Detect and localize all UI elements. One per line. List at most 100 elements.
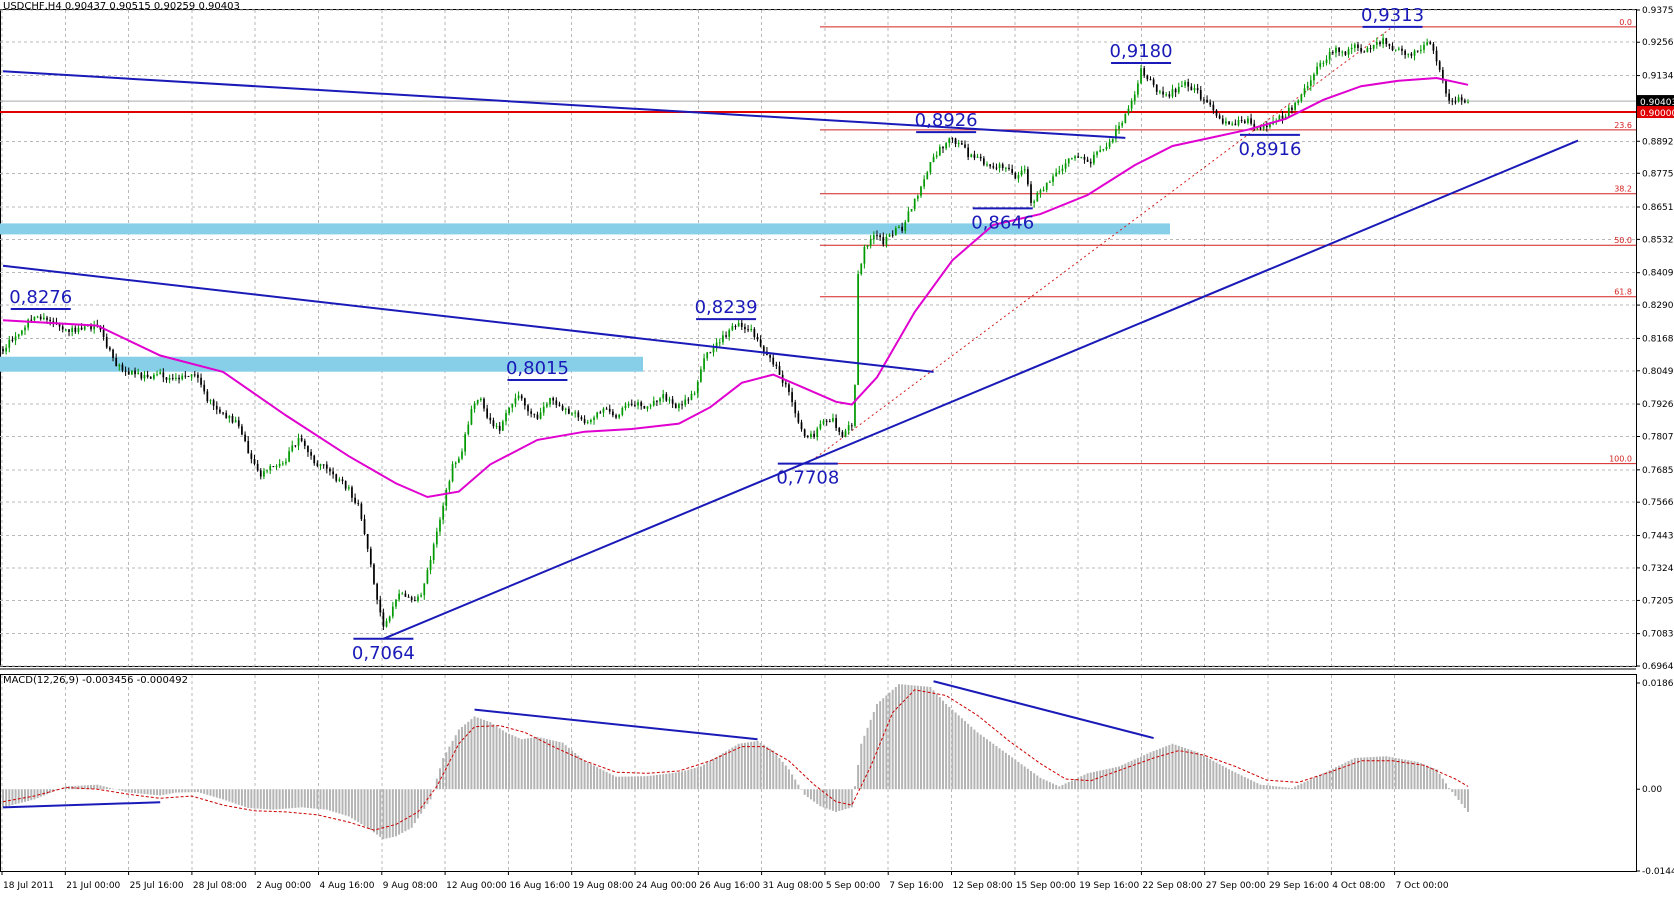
candle-body [1441, 69, 1444, 81]
candle-body [363, 519, 366, 534]
candle-body [486, 408, 489, 418]
candle-body [813, 433, 815, 438]
candle-body [942, 146, 944, 149]
candle-body [269, 466, 272, 471]
candle-body [674, 403, 677, 409]
candle-body [1335, 47, 1337, 53]
candle-body [747, 329, 749, 331]
candle-body [162, 372, 165, 378]
candle-body [58, 323, 61, 327]
candle-body [583, 419, 586, 423]
price-tick-label: 0.73245 [1642, 564, 1674, 574]
candle-body [1071, 158, 1073, 160]
candle-body [800, 422, 803, 430]
candle-body [109, 347, 111, 350]
candle-body [417, 596, 419, 601]
candle-body [709, 352, 712, 354]
candle-body [561, 405, 564, 410]
candle-body [756, 336, 759, 340]
candle-body [43, 317, 45, 320]
time-tick-label: 12 Sep 08:00 [953, 881, 1013, 891]
candle-body [1404, 50, 1406, 55]
candle-body [872, 235, 875, 240]
candle-body [354, 497, 356, 503]
candle-body [1328, 52, 1331, 60]
time-tick-label: 4 Oct 08:00 [1332, 881, 1385, 891]
candle-body [725, 335, 727, 337]
candle-body [634, 404, 636, 406]
candle-body [998, 164, 1001, 168]
candle-body [83, 326, 86, 330]
candle-body [445, 489, 448, 506]
time-tick-label: 7 Sep 16:00 [889, 881, 944, 891]
candle-body [772, 357, 775, 365]
candle-body [17, 334, 20, 337]
candle-body [1394, 49, 1397, 51]
candle-body [385, 621, 388, 627]
candle-body [1017, 175, 1020, 179]
candle-body [992, 166, 995, 168]
fib-level-label: 38.2 [1614, 185, 1632, 194]
candle-body [231, 415, 234, 423]
candle-body [866, 245, 869, 247]
candle-body [281, 463, 284, 465]
candle-body [347, 487, 350, 489]
candle-body [1438, 61, 1441, 70]
candle-body [957, 143, 960, 145]
candle-body [253, 458, 256, 464]
candle-body [923, 179, 925, 187]
candle-body [951, 138, 954, 140]
candle-body [382, 612, 385, 627]
candle-body [168, 378, 171, 380]
candle-body [1165, 94, 1168, 96]
swing-label: 0,8276 [9, 287, 72, 308]
candle-body [703, 358, 705, 370]
candle-body [140, 372, 143, 379]
candle-body [1265, 125, 1268, 128]
time-tick-label: 2 Aug 00:00 [256, 881, 311, 891]
time-tick-label: 18 Jul 2011 [3, 881, 54, 891]
candle-body [1385, 38, 1388, 44]
candle-body [1130, 100, 1133, 109]
level-price-box [1637, 106, 1674, 119]
candle-body [256, 463, 259, 471]
candle-body [357, 502, 360, 504]
candle-body [539, 412, 542, 419]
candle-body [404, 593, 407, 597]
time-tick-label: 28 Jul 08:00 [193, 881, 247, 891]
candle-body [1133, 94, 1136, 101]
candle-body [1259, 127, 1262, 129]
candle-body [659, 398, 661, 402]
candle-body [1426, 42, 1428, 45]
candle-body [945, 143, 947, 149]
price-tick-label: 0.79265 [1642, 400, 1674, 410]
candle-body [391, 606, 394, 617]
fib-level-label: 61.8 [1614, 288, 1632, 297]
candle-body [1237, 120, 1240, 126]
macd-panel-frame [0, 674, 1637, 872]
candle-body [618, 414, 621, 418]
candle-body [360, 503, 363, 520]
candle-body [668, 399, 671, 401]
swing-label: 0,8916 [1238, 139, 1301, 160]
candle-body [797, 413, 800, 423]
candle-body [234, 420, 237, 423]
candle-body [913, 198, 916, 210]
candle-body [973, 154, 976, 158]
fib-level-label: 50.0 [1614, 236, 1632, 245]
candle-body [68, 329, 70, 332]
candle-body [492, 420, 495, 427]
price-tick-label: 0.74435 [1642, 532, 1674, 542]
candle-body [982, 158, 985, 165]
candle-body [1231, 123, 1234, 125]
candle-body [1306, 85, 1309, 89]
candle-body [904, 222, 907, 231]
candle-body [310, 452, 312, 456]
candle-body [181, 375, 184, 380]
candle-body [920, 186, 922, 196]
candle-body [1030, 184, 1032, 203]
